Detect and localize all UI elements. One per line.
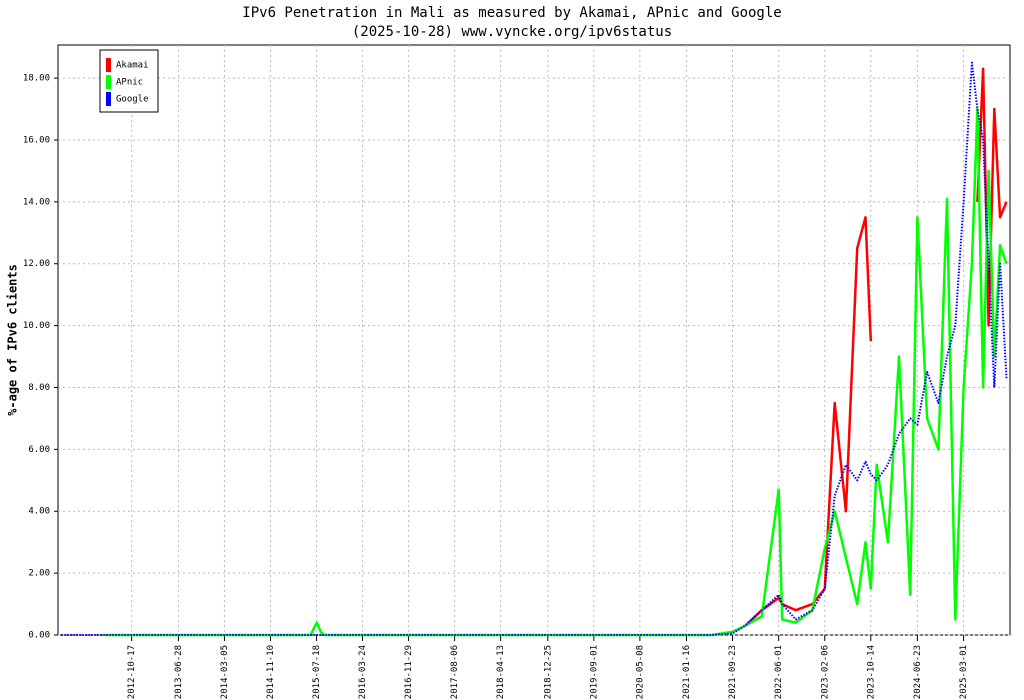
series-line (106, 107, 1008, 637)
series-line (744, 67, 1008, 627)
y-axis-label: %-age of IPv6 clients (6, 264, 20, 416)
y-tick-label: 18.00 (23, 74, 50, 84)
x-tick-label: 2022-06-01 (774, 645, 784, 699)
y-tick-label: 6.00 (28, 445, 50, 455)
legend-swatch (106, 58, 111, 72)
y-tick-label: 10.00 (23, 321, 50, 331)
x-tick-label: 2015-07-18 (312, 645, 322, 699)
x-tick-label: 2023-02-06 (820, 645, 830, 699)
x-tick-label: 2020-05-08 (635, 645, 645, 699)
x-tick-label: 2014-11-10 (266, 645, 276, 699)
x-tick-label: 2013-06-28 (174, 645, 184, 699)
x-tick-label: 2014-03-05 (220, 645, 230, 699)
series-line (61, 61, 1008, 636)
y-tick-label: 14.00 (23, 197, 50, 207)
x-tick-label: 2017-08-06 (450, 645, 460, 699)
x-tick-label: 2012-10-17 (127, 645, 137, 699)
y-tick-label: 2.00 (28, 569, 50, 579)
y-tick-label: 4.00 (28, 507, 50, 517)
y-tick-label: 8.00 (28, 383, 50, 393)
legend-label: APnic (116, 78, 143, 88)
x-tick-label: 2018-12-25 (543, 645, 553, 699)
x-tick-label: 2019-09-01 (589, 645, 599, 699)
legend-swatch (106, 75, 111, 89)
y-tick-label: 12.00 (23, 259, 50, 269)
chart-subtitle: (2025-10-28) www.vyncke.org/ipv6status (352, 24, 672, 40)
legend-label: Google (116, 95, 149, 105)
x-tick-label: 2021-09-23 (728, 645, 738, 699)
y-tick-label: 16.00 (23, 135, 50, 145)
x-tick-label: 2018-04-13 (496, 645, 506, 699)
x-tick-label: 2016-03-24 (358, 645, 368, 699)
x-tick-label: 2024-06-23 (913, 645, 923, 699)
legend-swatch (106, 92, 111, 106)
x-tick-label: 2025-03-01 (959, 645, 969, 699)
y-tick-label: 0.00 (28, 631, 50, 641)
x-tick-label: 2023-10-14 (866, 645, 876, 699)
x-tick-label: 2021-01-16 (682, 645, 692, 699)
legend-label: Akamai (116, 61, 149, 71)
x-tick-label: 2016-11-29 (404, 645, 414, 699)
chart-title: IPv6 Penetration in Mali as measured by … (242, 5, 781, 21)
